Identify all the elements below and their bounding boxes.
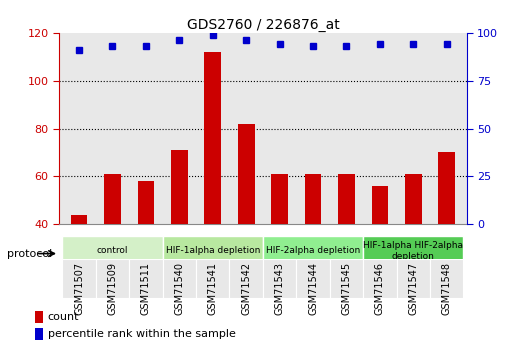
- Bar: [263, 236, 363, 266]
- Bar: [363, 236, 463, 266]
- Text: GSM71545: GSM71545: [342, 262, 351, 315]
- Text: GSM71509: GSM71509: [108, 262, 117, 315]
- Bar: [338, 174, 355, 224]
- Text: protocol: protocol: [7, 249, 52, 258]
- Bar: [430, 259, 463, 298]
- Text: GSM71540: GSM71540: [174, 262, 184, 315]
- Text: count: count: [48, 312, 80, 322]
- Text: GSM71543: GSM71543: [274, 262, 285, 315]
- Bar: [397, 259, 430, 298]
- Bar: [439, 152, 455, 224]
- Text: HIF-2alpha depletion: HIF-2alpha depletion: [266, 246, 360, 256]
- Bar: [238, 124, 254, 224]
- Bar: [137, 181, 154, 224]
- Text: control: control: [97, 246, 128, 256]
- Bar: [35, 310, 43, 323]
- Text: HIF-1alpha HIF-2alpha
depletion: HIF-1alpha HIF-2alpha depletion: [363, 241, 463, 261]
- Bar: [163, 259, 196, 298]
- Bar: [63, 236, 163, 266]
- Bar: [371, 186, 388, 224]
- Bar: [330, 259, 363, 298]
- Text: HIF-1alpha depletion: HIF-1alpha depletion: [166, 246, 260, 256]
- Bar: [71, 215, 87, 224]
- Bar: [163, 236, 263, 266]
- Text: GSM71546: GSM71546: [375, 262, 385, 315]
- Bar: [297, 259, 330, 298]
- Bar: [229, 259, 263, 298]
- Bar: [263, 259, 297, 298]
- Bar: [204, 52, 221, 224]
- Bar: [171, 150, 188, 224]
- Bar: [405, 174, 422, 224]
- Bar: [271, 174, 288, 224]
- Title: GDS2760 / 226876_at: GDS2760 / 226876_at: [187, 18, 339, 32]
- Bar: [63, 259, 96, 298]
- Bar: [104, 174, 121, 224]
- Bar: [305, 174, 322, 224]
- Bar: [363, 259, 397, 298]
- Text: percentile rank within the sample: percentile rank within the sample: [48, 329, 235, 339]
- Text: GSM71547: GSM71547: [408, 262, 418, 315]
- Bar: [96, 259, 129, 298]
- Text: GSM71542: GSM71542: [241, 262, 251, 315]
- Text: GSM71507: GSM71507: [74, 262, 84, 315]
- Text: GSM71548: GSM71548: [442, 262, 452, 315]
- Text: GSM71511: GSM71511: [141, 262, 151, 315]
- Text: GSM71544: GSM71544: [308, 262, 318, 315]
- Bar: [129, 259, 163, 298]
- Text: GSM71541: GSM71541: [208, 262, 218, 315]
- Bar: [35, 328, 43, 340]
- Bar: [196, 259, 229, 298]
